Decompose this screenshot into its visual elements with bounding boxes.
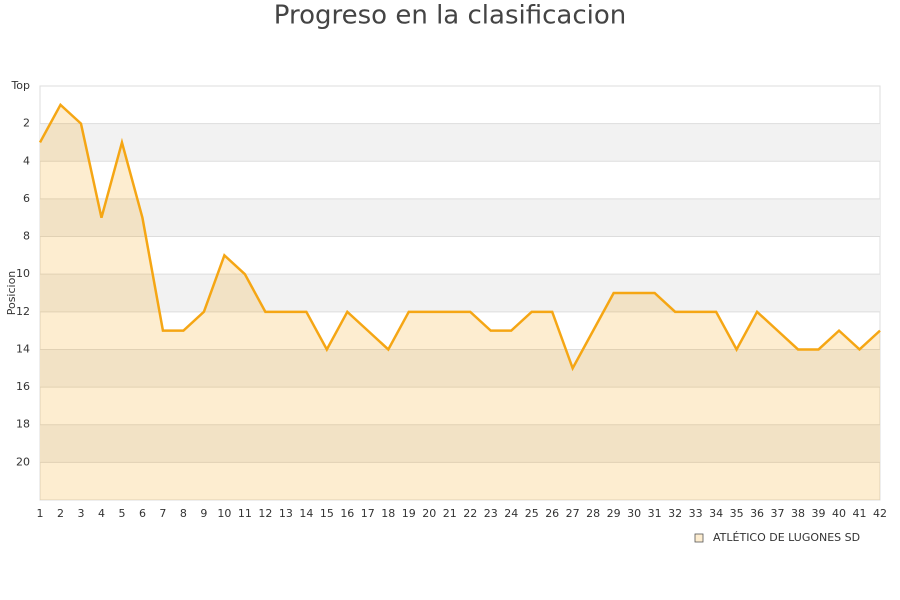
x-tick-label: 31 (648, 507, 662, 520)
x-tick-label: 8 (180, 507, 187, 520)
y-tick-label: 4 (23, 154, 30, 167)
x-tick-label: 29 (607, 507, 621, 520)
x-tick-label: 4 (98, 507, 105, 520)
x-tick-label: 33 (689, 507, 703, 520)
x-tick-label: 3 (77, 507, 84, 520)
y-tick-label: 2 (23, 117, 30, 130)
y-tick-label: 18 (16, 418, 30, 431)
y-tick-label: 14 (16, 342, 30, 355)
x-tick-label: 40 (832, 507, 846, 520)
x-tick-label: 10 (217, 507, 231, 520)
x-tick-label: 25 (525, 507, 539, 520)
x-tick-label: 41 (853, 507, 867, 520)
x-tick-label: 23 (484, 507, 498, 520)
x-tick-label: 18 (381, 507, 395, 520)
grid-band (40, 198, 880, 237)
y-axis-label: Posicion (5, 271, 18, 316)
legend-label: ATLÉTICO DE LUGONES SD (713, 531, 860, 544)
x-tick-label: 22 (463, 507, 477, 520)
x-tick-label: 34 (709, 507, 723, 520)
x-tick-label: 6 (139, 507, 146, 520)
x-tick-label: 26 (545, 507, 559, 520)
grid-band (40, 349, 880, 388)
grid-band (40, 123, 880, 162)
x-tick-label: 38 (791, 507, 805, 520)
x-tick-label: 27 (566, 507, 580, 520)
x-tick-label: 24 (504, 507, 518, 520)
y-tick-label: 8 (23, 230, 30, 243)
x-tick-label: 2 (57, 507, 64, 520)
x-tick-label: 15 (320, 507, 334, 520)
x-tick-label: 21 (443, 507, 457, 520)
legend-marker (694, 533, 704, 543)
x-tick-label: 11 (238, 507, 252, 520)
x-tick-label: 9 (200, 507, 207, 520)
grid-band (40, 274, 880, 312)
y-tick-label: 10 (16, 267, 30, 280)
x-tick-label: 35 (730, 507, 744, 520)
x-tick-label: 30 (627, 507, 641, 520)
x-tick-label: 13 (279, 507, 293, 520)
x-tick-label: 28 (586, 507, 600, 520)
y-tick-label: 6 (23, 192, 30, 205)
y-tick-label: 12 (16, 305, 30, 318)
y-tick-label: 20 (16, 455, 30, 468)
x-tick-label: 37 (771, 507, 785, 520)
x-tick-label: 7 (159, 507, 166, 520)
y-tick-label: 16 (16, 380, 30, 393)
line (38, 102, 881, 372)
area (40, 104, 880, 501)
x-tick-label: 32 (668, 507, 682, 520)
x-tick-label: 19 (402, 507, 416, 520)
x-tick-label: 39 (812, 507, 826, 520)
x-tick-label: 12 (258, 507, 272, 520)
x-tick-label: 14 (299, 507, 313, 520)
y-tick-label: Top (10, 79, 30, 92)
chart-title: Progreso en la clasificacion (274, 1, 626, 31)
x-tick-label: 16 (340, 507, 354, 520)
x-tick-label: 20 (422, 507, 436, 520)
x-tick-label: 42 (873, 507, 887, 520)
x-tick-label: 5 (118, 507, 125, 520)
x-tick-label: 36 (750, 507, 764, 520)
x-tick-label: 17 (361, 507, 375, 520)
grid-band (40, 424, 880, 463)
x-tick-label: 1 (37, 507, 44, 520)
